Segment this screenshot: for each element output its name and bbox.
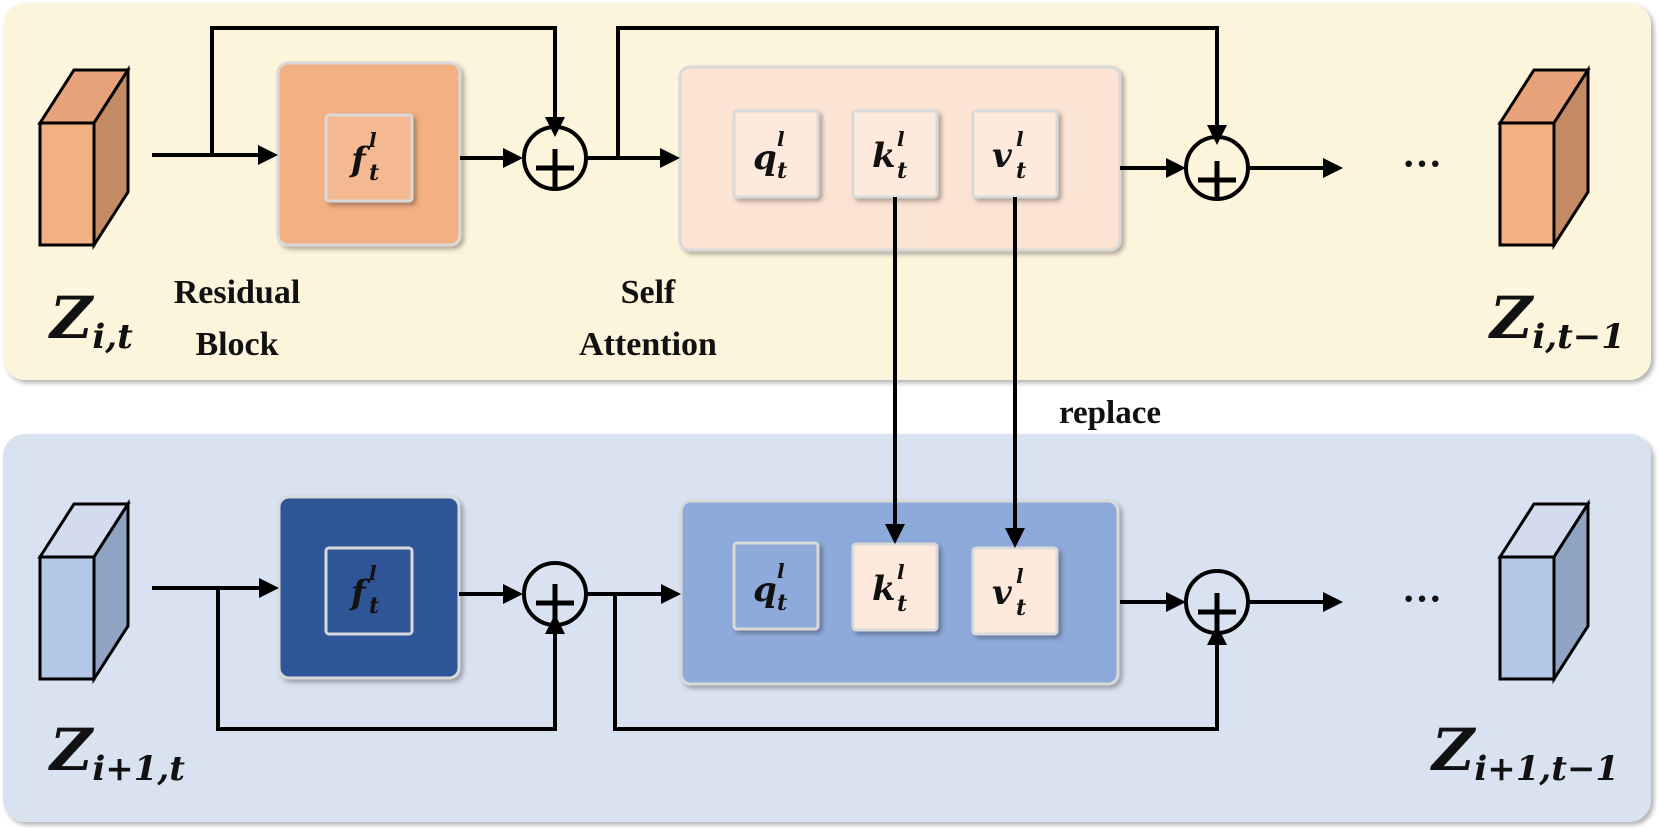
top-output-feature-cube [1497, 64, 1591, 251]
svg-text:k: k [872, 569, 896, 609]
replace-label: replace [1059, 395, 1161, 431]
top-input-label: Zi,t [48, 284, 133, 357]
top-feature-box [324, 113, 414, 203]
replace-arrows [885, 197, 1025, 548]
svg-text:q: q [753, 138, 777, 178]
top-v-math: v l t [992, 127, 1026, 184]
svg-text:t: t [897, 591, 907, 617]
bottom-ellipsis: ··· [1402, 576, 1442, 621]
svg-text:t: t [777, 590, 787, 616]
svg-text:t: t [1016, 158, 1026, 184]
top-connections [152, 26, 1343, 201]
self-attention-label-line2: Attention [579, 326, 717, 363]
bottom-q-math: q l t [753, 559, 787, 616]
svg-text:l: l [897, 560, 905, 584]
svg-text:l: l [777, 559, 785, 583]
svg-text:t: t [777, 158, 787, 184]
bottom-input-feature-cube [37, 498, 131, 685]
svg-text:l: l [1016, 127, 1024, 151]
svg-text:v: v [992, 573, 1013, 613]
svg-text:k: k [872, 136, 896, 176]
top-v-box [971, 109, 1059, 199]
svg-text:t: t [1016, 595, 1026, 621]
top-k-math: k l t [872, 127, 907, 184]
svg-text:t: t [369, 593, 379, 619]
top-input-feature-cube [37, 64, 131, 251]
bottom-feature-box [324, 546, 414, 636]
svg-text:t: t [897, 158, 907, 184]
svg-text:l: l [1016, 564, 1024, 588]
self-attention-label-line1: Self [621, 274, 676, 311]
bottom-connections [152, 561, 1343, 731]
top-feature-math: f l t [349, 128, 379, 186]
bottom-input-label: Zi+1,t [48, 716, 185, 789]
svg-text:l: l [777, 127, 785, 151]
bottom-feature-math: f l t [349, 561, 379, 619]
top-output-label: Zi,t−1 [1488, 284, 1625, 357]
top-ellipsis: ··· [1402, 141, 1442, 186]
svg-text:l: l [369, 561, 377, 585]
svg-text:f: f [349, 573, 371, 613]
top-q-box [732, 109, 820, 199]
top-q-math: q l t [753, 127, 787, 184]
bottom-v-math: v l t [992, 564, 1026, 621]
svg-text:t: t [369, 160, 379, 186]
bottom-output-label: Zi+1,t−1 [1430, 716, 1619, 789]
residual-block-label-line2: Block [195, 326, 278, 363]
bottom-q-box [732, 541, 820, 631]
svg-text:f: f [349, 140, 371, 180]
residual-block-label-line1: Residual [174, 274, 301, 311]
svg-text:l: l [897, 127, 905, 151]
svg-text:v: v [992, 136, 1013, 176]
svg-text:l: l [369, 128, 377, 152]
bottom-output-feature-cube [1497, 498, 1591, 685]
svg-text:q: q [753, 570, 777, 610]
bottom-k-math: k l t [872, 560, 907, 617]
bottom-v-box [971, 546, 1059, 636]
